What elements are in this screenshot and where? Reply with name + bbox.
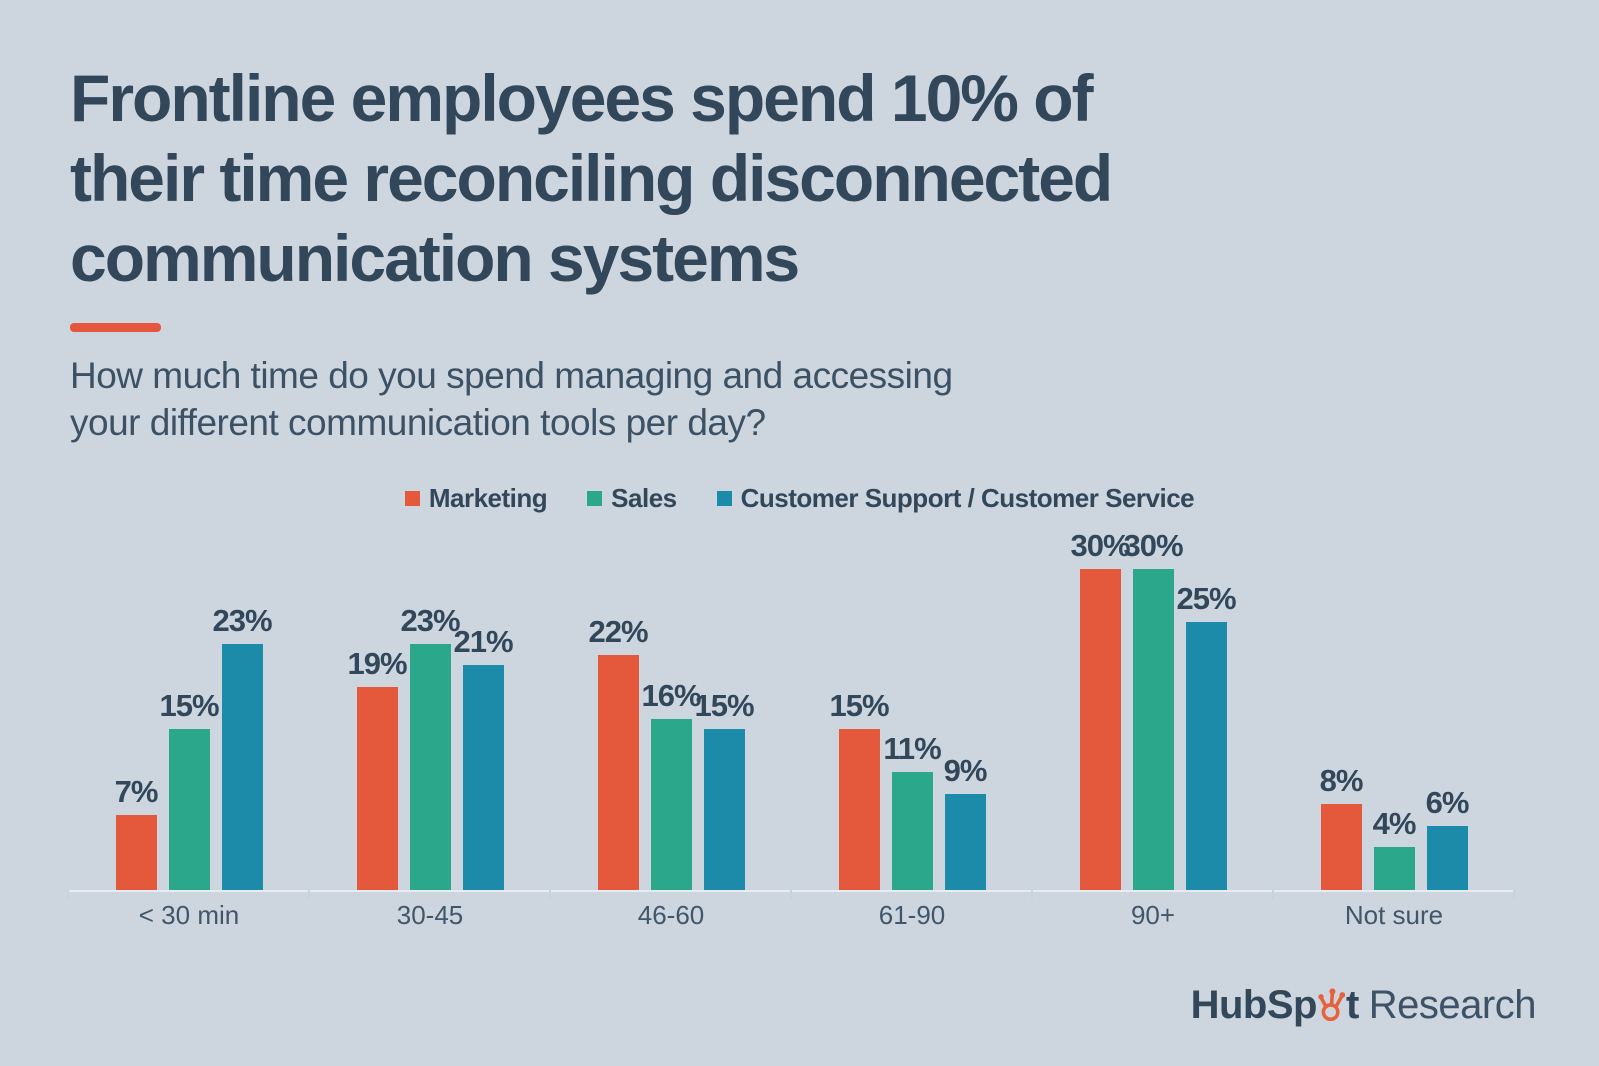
x-axis-tick (308, 890, 310, 899)
bar-value-label: 4% (1372, 806, 1417, 841)
bar-value-label: 9% (943, 753, 988, 788)
logo-text-hubsp: HubSp (1190, 983, 1318, 1027)
bar-value-label: 19% (347, 646, 407, 681)
x-axis-tick (790, 890, 792, 899)
bar-value-label: 16% (641, 678, 701, 713)
x-axis-tick (1272, 890, 1274, 899)
category-label-90+: 90+ (1130, 900, 1176, 930)
bar--30-min-customer (221, 644, 263, 890)
bar-30-45-customer (462, 665, 504, 890)
legend-label: Marketing (428, 483, 548, 513)
category-label-61-90: 61-90 (878, 900, 946, 930)
legend-item-sales: Sales (587, 483, 677, 514)
bar-value-label: 15% (694, 688, 754, 723)
legend-swatch-icon (716, 491, 732, 506)
chart-legend: Marketing Sales Customer Support / Custome… (0, 483, 1599, 514)
bar-46-60-marketing (597, 655, 639, 890)
bar-value-label: 25% (1176, 581, 1236, 616)
bar--30-min-marketing (115, 815, 157, 890)
category-label-46-60: 46-60 (637, 900, 705, 930)
hubspot-research-logo: HubSp t Research (1190, 980, 1537, 1028)
accent-underline (70, 323, 161, 332)
bar-value-label: 30% (1123, 528, 1183, 563)
logo-text-t: t (1345, 983, 1359, 1027)
category-label-30-45: 30-45 (396, 900, 464, 930)
bar-46-60-customer (703, 729, 745, 890)
bar--30-min-sales (168, 729, 210, 890)
bar-not-sure-sales (1373, 847, 1415, 890)
bar-value-label: 21% (453, 624, 513, 659)
bar-61-90-customer (944, 794, 986, 890)
bar-not-sure-marketing (1320, 804, 1362, 890)
x-axis-tick (67, 890, 69, 899)
legend-swatch-icon (587, 491, 603, 506)
bar-value-label: 15% (829, 688, 889, 723)
hubspot-sprocket-icon (1318, 985, 1346, 1023)
bar-90+-customer (1185, 622, 1227, 890)
legend-swatch-icon (404, 491, 420, 506)
bar-value-label: 8% (1319, 763, 1364, 798)
bar-90+-sales (1132, 569, 1174, 890)
x-axis-tick (549, 890, 551, 899)
bar-value-label: 15% (159, 688, 219, 723)
bar-value-label: 11% (883, 731, 941, 766)
legend-item-customer-support-customer-service: Customer Support / Customer Service (716, 483, 1195, 514)
bar-30-45-sales (409, 644, 451, 890)
bar-not-sure-customer (1426, 826, 1468, 890)
bar-90+-marketing (1079, 569, 1121, 890)
bar-value-label: 30% (1070, 528, 1130, 563)
category-label-not-sure: Not sure (1344, 900, 1444, 930)
logo-text-research: Research (1368, 983, 1537, 1027)
x-axis-tick (1031, 890, 1033, 899)
legend-item-marketing: Marketing (404, 483, 548, 514)
bar-value-label: 23% (212, 603, 272, 638)
page-title: Frontline employees spend 10% of their t… (70, 61, 1113, 295)
survey-question: How much time do you spend managing and … (70, 355, 953, 443)
bar-value-label: 23% (400, 603, 460, 638)
bar-value-label: 6% (1425, 785, 1470, 820)
bar-30-45-marketing (356, 687, 398, 890)
category-label--30-min: < 30 min (138, 900, 240, 930)
x-axis-tick (1513, 890, 1515, 899)
bar-46-60-sales (650, 719, 692, 890)
bar-value-label: 7% (114, 774, 159, 809)
bar-61-90-marketing (838, 729, 880, 890)
legend-label: Sales (611, 483, 677, 513)
bar-value-label: 22% (588, 614, 648, 649)
bar-61-90-sales (891, 772, 933, 890)
legend-label: Customer Support / Customer Service (740, 483, 1195, 513)
